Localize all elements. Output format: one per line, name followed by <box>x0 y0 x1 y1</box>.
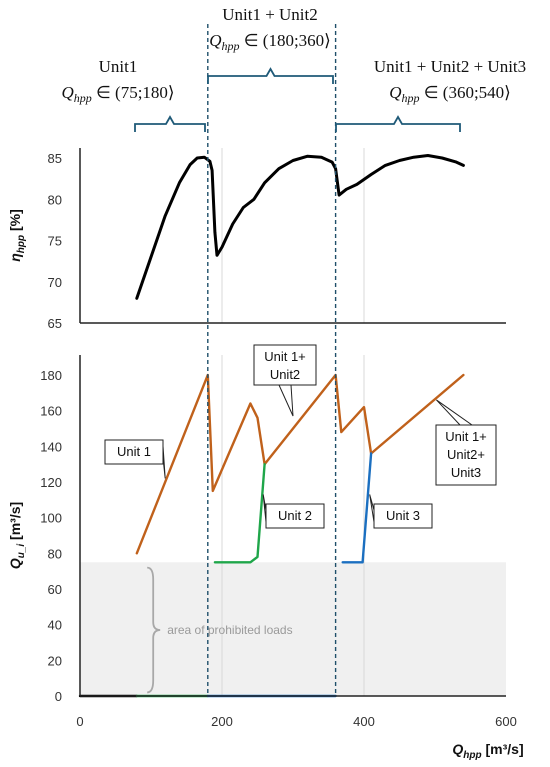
bottom-y-axis-label: Qu_i [m³/s] <box>7 502 27 569</box>
x-axis-label: Qhpp [m³/s] <box>452 741 523 761</box>
callout-label: Unit 1+ <box>264 349 306 364</box>
callout-label: Unit2+ <box>447 447 485 462</box>
prohibited-brace <box>147 566 161 694</box>
range-group-interval: Qhpp ∈ (75;180⟩ <box>61 83 174 105</box>
top-y-tick-label: 85 <box>48 151 62 166</box>
efficiency-line <box>135 154 465 300</box>
range-brace <box>134 115 206 132</box>
callout-pointer <box>278 384 294 417</box>
bottom-y-tick-label: 20 <box>48 653 62 668</box>
bottom-y-tick-label: 80 <box>48 546 62 561</box>
callout: Unit 1+ Unit2+ Unit3 <box>435 399 497 486</box>
callout-box <box>104 439 164 465</box>
bottom-y-tick-label: 180 <box>40 368 62 383</box>
callout-label: Unit 1 <box>117 444 151 459</box>
bottom-y-tick-label: 100 <box>40 511 62 526</box>
x-tick-label: 400 <box>353 714 375 729</box>
range-brace <box>207 67 334 84</box>
range-group-interval: Qhpp ∈ (360;540⟩ <box>389 83 511 105</box>
range-group-title: Unit1 + Unit2 + Unit3 <box>374 57 526 76</box>
top-y-tick-label: 70 <box>48 275 62 290</box>
x-tick-label: 0 <box>76 714 83 729</box>
top-y-tick-label: 65 <box>48 316 62 331</box>
callout-label: Unit2 <box>270 367 300 382</box>
top-y-tick-label: 80 <box>48 192 62 207</box>
series-line-unit-2 <box>213 463 266 564</box>
bottom-y-tick-label: 0 <box>55 689 62 704</box>
callout-box <box>373 503 433 529</box>
callout-pointer <box>436 399 474 426</box>
bottom-y-tick-label: 40 <box>48 618 62 633</box>
x-tick-label: 600 <box>495 714 517 729</box>
bottom-y-tick-label: 160 <box>40 404 62 419</box>
range-group-title: Unit1 <box>99 57 138 76</box>
callout-label: Unit3 <box>451 465 481 480</box>
prohibited-area <box>80 562 506 696</box>
series-line-unit-3 <box>341 452 373 564</box>
bottom-y-tick-label: 140 <box>40 439 62 454</box>
callout-box <box>253 344 317 386</box>
callout: Unit 1+ Unit2 <box>253 344 317 417</box>
range-group-interval: Qhpp ∈ (180;360⟩ <box>209 31 331 53</box>
prohibited-label: area of prohibited loads <box>167 623 292 637</box>
bottom-y-tick-label: 120 <box>40 475 62 490</box>
callout: Unit 2 <box>262 494 325 529</box>
callout-box <box>435 424 497 486</box>
callout-label: Unit 1+ <box>445 429 487 444</box>
callout: Unit 1 <box>104 439 166 479</box>
x-tick-label: 200 <box>211 714 233 729</box>
callout-box <box>265 503 325 529</box>
callout-pointer <box>369 494 375 523</box>
top-y-tick-label: 75 <box>48 234 62 249</box>
top-y-axis-label: ηhpp [%] <box>7 209 27 262</box>
range-group-title: Unit1 + Unit2 <box>222 5 318 24</box>
callout: Unit 3 <box>369 494 433 529</box>
bottom-y-tick-label: 60 <box>48 582 62 597</box>
range-brace <box>335 115 461 132</box>
callout-label: Unit 2 <box>278 508 312 523</box>
callout-label: Unit 3 <box>386 508 420 523</box>
